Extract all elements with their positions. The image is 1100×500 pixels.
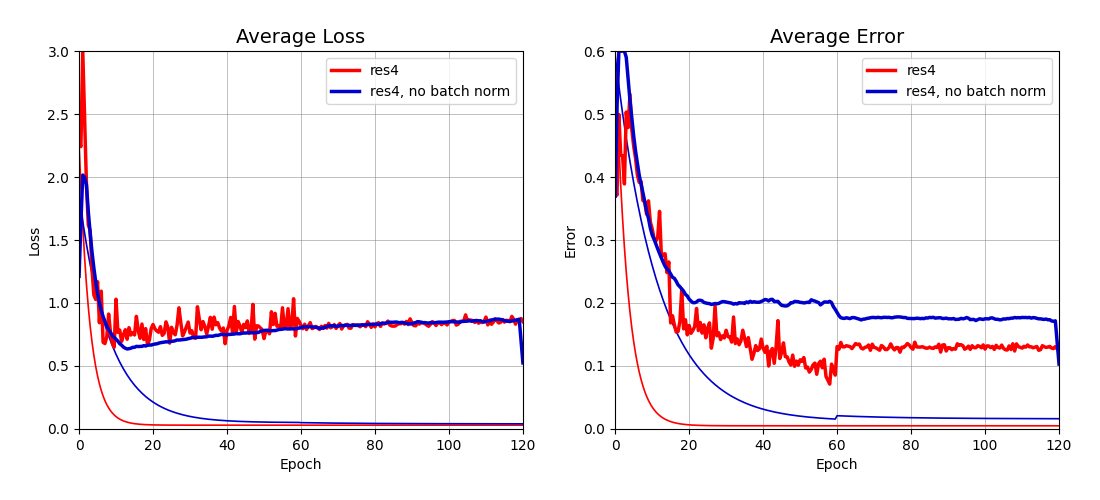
res4, no batch norm	[967, 316, 980, 322]
res4, no batch norm	[402, 320, 415, 326]
res4, no batch norm	[328, 322, 341, 328]
res4	[1053, 344, 1066, 349]
res4, no batch norm	[516, 360, 529, 366]
res4	[244, 328, 257, 334]
res4, no batch norm	[608, 193, 622, 199]
res4	[608, 186, 622, 192]
res4	[624, 92, 637, 98]
Legend: res4, res4, no batch norm: res4, res4, no batch norm	[326, 58, 516, 104]
res4, no batch norm	[779, 303, 792, 309]
Y-axis label: Error: Error	[564, 223, 578, 257]
res4	[779, 354, 792, 360]
res4, no batch norm	[660, 266, 673, 272]
res4, no batch norm	[613, 48, 626, 54]
Y-axis label: Loss: Loss	[28, 225, 42, 255]
res4	[823, 381, 836, 387]
res4, no batch norm	[864, 314, 877, 320]
res4	[73, 139, 86, 145]
res4, no batch norm	[513, 316, 526, 322]
res4	[433, 320, 447, 326]
X-axis label: Epoch: Epoch	[279, 458, 322, 472]
res4, no batch norm	[1048, 318, 1062, 324]
res4	[939, 348, 953, 354]
res4	[515, 316, 528, 322]
Line: res4, no batch norm: res4, no batch norm	[79, 175, 522, 363]
X-axis label: Epoch: Epoch	[816, 458, 858, 472]
res4	[516, 318, 529, 324]
Line: res4: res4	[79, 51, 522, 347]
Title: Average Error: Average Error	[770, 28, 904, 47]
res4	[108, 344, 121, 350]
res4	[330, 326, 343, 332]
res4	[404, 316, 417, 322]
res4, no batch norm	[431, 319, 444, 325]
Legend: res4, res4, no batch norm: res4, res4, no batch norm	[861, 58, 1052, 104]
Line: res4, no batch norm: res4, no batch norm	[615, 51, 1059, 364]
res4	[76, 48, 89, 54]
res4	[1050, 346, 1064, 352]
Line: res4: res4	[615, 94, 1059, 384]
res4, no batch norm	[124, 345, 138, 351]
Title: Average Loss: Average Loss	[236, 28, 365, 47]
res4, no batch norm	[243, 330, 256, 336]
res4	[866, 341, 879, 347]
res4	[660, 270, 673, 276]
res4, no batch norm	[1053, 361, 1066, 367]
res4, no batch norm	[76, 172, 89, 178]
res4, no batch norm	[938, 316, 952, 322]
res4, no batch norm	[73, 274, 86, 280]
res4	[126, 330, 140, 336]
res4	[969, 345, 982, 351]
